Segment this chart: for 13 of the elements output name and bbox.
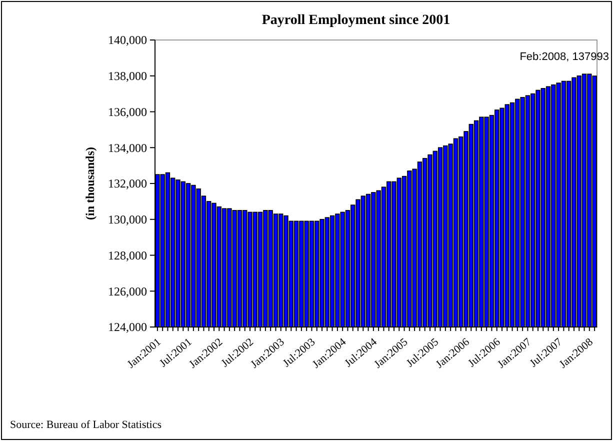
y-tick-label: 132,000 bbox=[108, 176, 147, 191]
y-tick-label: 136,000 bbox=[108, 104, 147, 119]
y-tick-label: 130,000 bbox=[108, 212, 147, 227]
annotation: Feb:2008, 137993 bbox=[520, 51, 609, 63]
source-note: Source: Bureau of Labor Statistics bbox=[10, 419, 162, 431]
y-tick-label: 124,000 bbox=[108, 320, 147, 334]
y-tick-label: 140,000 bbox=[108, 33, 147, 48]
y-axis-title: (in thousands) bbox=[83, 146, 97, 220]
y-tick-label: 128,000 bbox=[108, 248, 147, 262]
y-tick-label: 126,000 bbox=[108, 284, 147, 298]
y-tick-label: 134,000 bbox=[108, 140, 147, 155]
y-tick-label: 138,000 bbox=[108, 69, 147, 84]
chart-title: Payroll Employment since 2001 bbox=[262, 13, 450, 28]
